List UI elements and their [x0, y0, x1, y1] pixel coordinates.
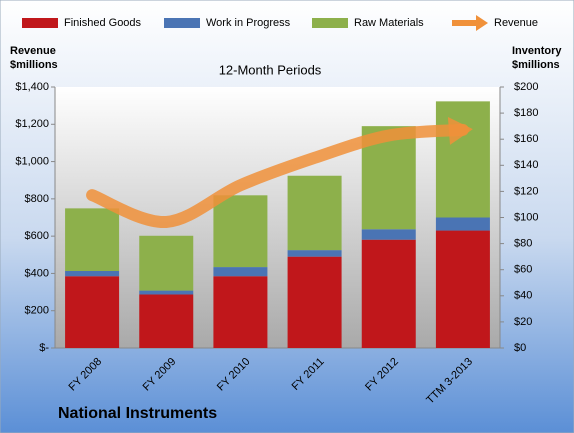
bar — [139, 235, 194, 291]
y2-tick-label: $180 — [514, 107, 538, 119]
bar — [361, 239, 416, 348]
legend-label: Raw Materials — [354, 17, 424, 29]
y-tick-label: $- — [39, 342, 49, 354]
legend-swatch — [312, 18, 348, 28]
y2-tick-label: $160 — [514, 133, 538, 145]
line — [86, 123, 469, 228]
bar — [213, 267, 268, 277]
y2-axis-title: Inventory $millions — [512, 45, 562, 71]
bar — [65, 276, 120, 348]
y2-tick-label: $20 — [514, 316, 532, 328]
y-tick-label: $200 — [25, 305, 49, 317]
bar — [287, 256, 342, 348]
legend-swatch-head — [476, 15, 488, 31]
y-tick-label: $1,200 — [15, 118, 49, 130]
legend-label: Work in Progress — [206, 17, 291, 29]
legend-swatch — [22, 18, 58, 28]
subtitle: 12-Month Periods — [219, 62, 322, 77]
legend-label: Revenue — [494, 17, 538, 29]
bar — [65, 271, 120, 277]
y2-tick-label: $0 — [514, 342, 526, 354]
y2-tick-label: $60 — [514, 264, 532, 276]
y2-tick-label: $140 — [514, 159, 538, 171]
bar — [65, 208, 120, 272]
bar — [435, 217, 490, 231]
y-tick-label: $1,000 — [15, 155, 49, 167]
y-tick-label: $400 — [25, 267, 49, 279]
legend-swatch — [164, 18, 200, 28]
bar — [435, 101, 490, 218]
y-tick-label: $800 — [25, 193, 49, 205]
bar — [139, 294, 194, 348]
bar — [213, 276, 268, 348]
legend-label: Finished Goods — [64, 17, 142, 29]
line-arrowhead — [447, 116, 473, 145]
bar — [361, 229, 416, 240]
y-tick-label: $600 — [25, 230, 49, 242]
bar — [213, 195, 268, 268]
y2-tick-label: $200 — [514, 81, 538, 93]
y2-tick-label: $100 — [514, 211, 538, 223]
y2-tick-label: $80 — [514, 238, 532, 250]
bar — [287, 175, 342, 251]
bar — [435, 230, 490, 348]
y2-tick-label: $120 — [514, 185, 538, 197]
y2-tick-label: $40 — [514, 290, 532, 302]
chart-title: National Instruments — [58, 405, 217, 422]
y-axis-title: Revenue $millions — [10, 45, 58, 71]
bar — [287, 250, 342, 257]
y-tick-label: $1,400 — [15, 81, 49, 93]
bar — [139, 290, 194, 295]
